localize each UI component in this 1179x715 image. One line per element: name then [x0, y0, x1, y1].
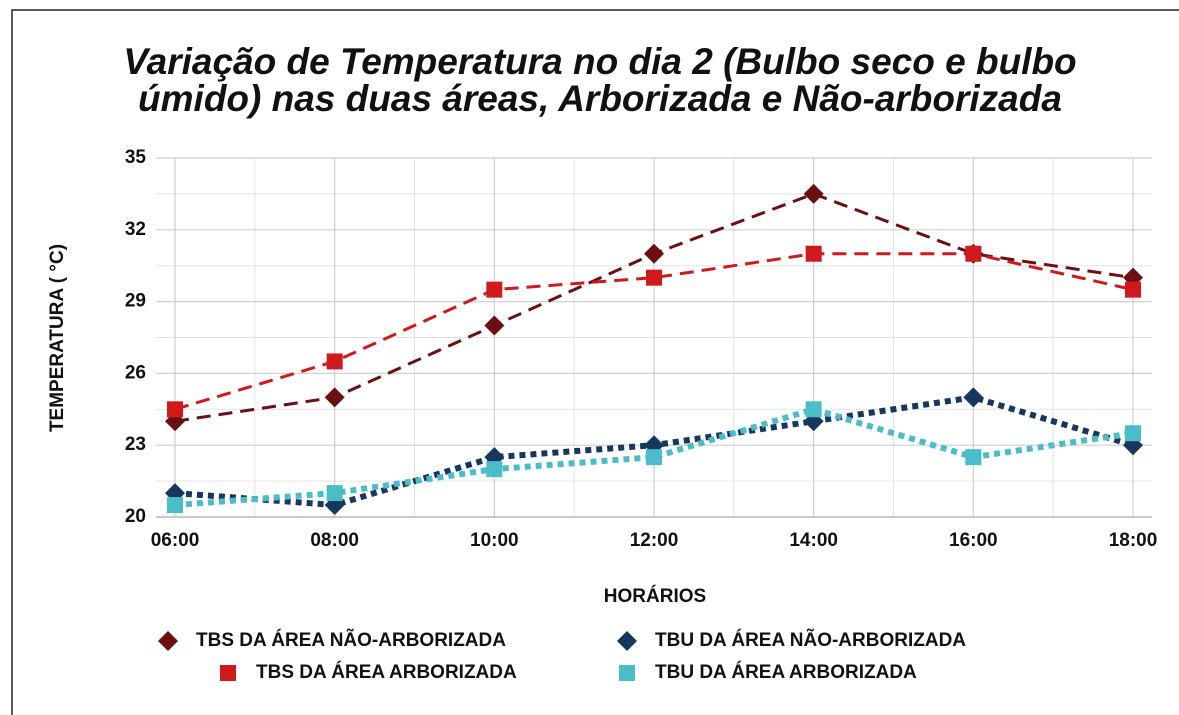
- marker: [805, 401, 822, 418]
- legend-marker: [619, 665, 635, 681]
- marker: [1125, 425, 1141, 442]
- legend-label: TBS DA ÁREA ARBORIZADA: [256, 661, 517, 683]
- x-tick-label: 08:00: [310, 530, 359, 551]
- legend-label: TBU DA ÁREA NÃO-ARBORIZADA: [655, 629, 966, 651]
- marker: [644, 243, 664, 264]
- x-tick-label: 06:00: [151, 530, 200, 551]
- marker: [646, 269, 662, 286]
- y-tick-label: 32: [125, 219, 146, 240]
- marker: [486, 461, 503, 478]
- chart-title: Variação de Temperatura no dia 2 (Bulbo …: [123, 41, 1076, 82]
- y-tick-label: 29: [125, 291, 146, 312]
- y-tick-label: 23: [125, 434, 146, 455]
- marker: [1125, 281, 1141, 298]
- legend-label: TBU DA ÁREA ARBORIZADA: [655, 661, 917, 683]
- x-tick-label: 16:00: [949, 530, 998, 551]
- x-tick-label: 10:00: [470, 530, 519, 551]
- marker: [324, 387, 345, 408]
- marker: [963, 387, 984, 408]
- y-tick-label: 26: [125, 362, 146, 383]
- legend-marker: [158, 631, 178, 651]
- marker: [965, 449, 982, 466]
- legend-marker: [220, 665, 236, 681]
- y-tick-label: 20: [125, 506, 146, 527]
- marker: [805, 245, 822, 262]
- marker: [167, 401, 183, 418]
- chart-title: úmido) nas duas áreas, Arborizada e Não-…: [138, 78, 1062, 119]
- marker: [484, 315, 505, 336]
- marker: [965, 245, 982, 262]
- legend-label: TBS DA ÁREA NÃO-ARBORIZADA: [196, 629, 506, 651]
- marker: [326, 353, 343, 370]
- marker: [646, 449, 662, 466]
- x-tick-label: 18:00: [1109, 530, 1158, 551]
- x-tick-label: 14:00: [789, 530, 838, 551]
- marker: [803, 183, 824, 204]
- marker: [486, 281, 503, 298]
- x-tick-label: 12:00: [630, 530, 679, 551]
- y-tick-label: 35: [125, 147, 147, 168]
- marker: [326, 485, 343, 502]
- y-axis-label: TEMPERATURA ( °C): [47, 244, 68, 432]
- marker: [167, 497, 183, 514]
- x-axis-label: HORÁRIOS: [604, 585, 706, 607]
- frame: [11, 9, 1179, 715]
- legend-marker: [617, 631, 637, 651]
